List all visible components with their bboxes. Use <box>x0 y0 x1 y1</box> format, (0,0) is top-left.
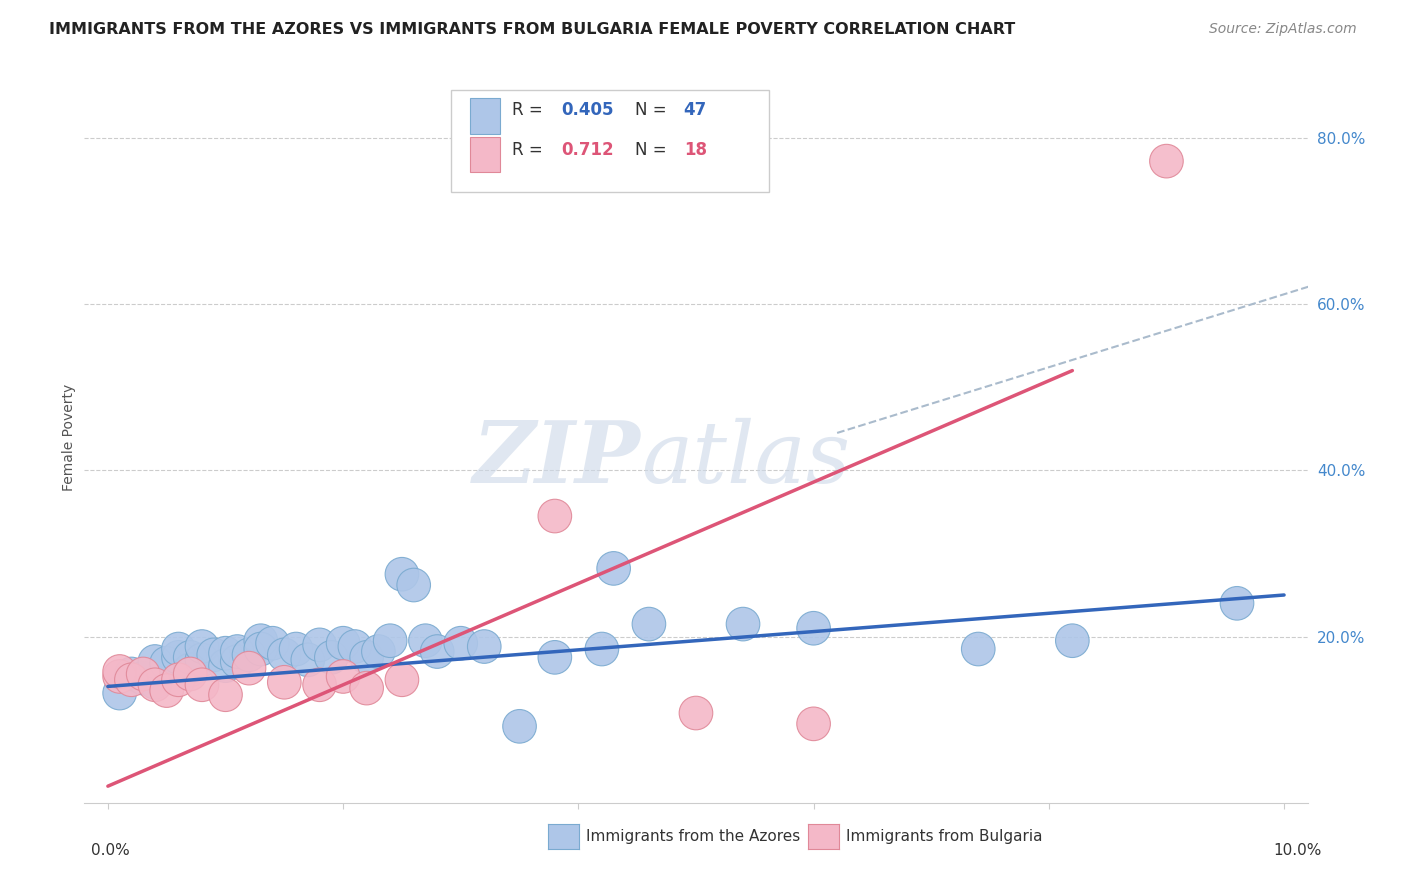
FancyBboxPatch shape <box>470 137 501 172</box>
Ellipse shape <box>326 660 360 693</box>
Ellipse shape <box>538 640 572 674</box>
Ellipse shape <box>232 638 266 672</box>
Ellipse shape <box>385 558 419 591</box>
Text: N =: N = <box>636 101 672 119</box>
Ellipse shape <box>350 640 384 674</box>
Ellipse shape <box>173 640 207 674</box>
Ellipse shape <box>420 635 454 668</box>
Ellipse shape <box>208 636 242 670</box>
Ellipse shape <box>186 643 219 677</box>
Ellipse shape <box>962 632 995 665</box>
Text: R =: R = <box>513 101 548 119</box>
Ellipse shape <box>797 707 831 740</box>
Ellipse shape <box>173 657 207 690</box>
Text: IMMIGRANTS FROM THE AZORES VS IMMIGRANTS FROM BULGARIA FEMALE POVERTY CORRELATIO: IMMIGRANTS FROM THE AZORES VS IMMIGRANTS… <box>49 22 1015 37</box>
Ellipse shape <box>221 635 254 668</box>
Ellipse shape <box>162 640 195 674</box>
Ellipse shape <box>444 626 478 660</box>
Text: 47: 47 <box>683 101 707 119</box>
Ellipse shape <box>186 668 219 702</box>
Ellipse shape <box>361 635 395 668</box>
Text: Immigrants from the Azores: Immigrants from the Azores <box>586 830 800 844</box>
Ellipse shape <box>302 628 336 662</box>
Text: 0.712: 0.712 <box>561 141 614 159</box>
Ellipse shape <box>337 630 371 664</box>
Text: 0.405: 0.405 <box>561 101 614 119</box>
Ellipse shape <box>409 624 443 657</box>
Text: 18: 18 <box>683 141 707 159</box>
Ellipse shape <box>138 645 172 678</box>
Ellipse shape <box>350 672 384 705</box>
Ellipse shape <box>208 648 242 682</box>
Ellipse shape <box>150 673 184 707</box>
Ellipse shape <box>162 663 195 697</box>
Ellipse shape <box>585 632 619 665</box>
Text: 0.0%: 0.0% <box>91 843 131 858</box>
Ellipse shape <box>197 638 231 672</box>
Ellipse shape <box>315 640 349 674</box>
FancyBboxPatch shape <box>451 90 769 192</box>
Ellipse shape <box>1220 587 1254 620</box>
Ellipse shape <box>103 676 136 710</box>
FancyBboxPatch shape <box>470 98 501 134</box>
Ellipse shape <box>1150 145 1184 178</box>
Ellipse shape <box>467 630 501 664</box>
Ellipse shape <box>727 607 759 640</box>
Text: 10.0%: 10.0% <box>1274 843 1322 858</box>
Ellipse shape <box>232 651 266 685</box>
Ellipse shape <box>797 611 831 645</box>
Ellipse shape <box>208 678 242 712</box>
Y-axis label: Female Poverty: Female Poverty <box>62 384 76 491</box>
Ellipse shape <box>326 626 360 660</box>
Ellipse shape <box>173 653 207 687</box>
Ellipse shape <box>267 665 301 699</box>
Ellipse shape <box>1056 624 1090 657</box>
Ellipse shape <box>103 655 136 689</box>
Ellipse shape <box>127 657 160 690</box>
Ellipse shape <box>186 630 219 664</box>
Ellipse shape <box>633 607 665 640</box>
Ellipse shape <box>267 638 301 672</box>
Ellipse shape <box>396 568 430 602</box>
Text: Source: ZipAtlas.com: Source: ZipAtlas.com <box>1209 22 1357 37</box>
Ellipse shape <box>138 668 172 702</box>
Ellipse shape <box>596 551 630 585</box>
Text: N =: N = <box>636 141 672 159</box>
Text: R =: R = <box>513 141 554 159</box>
Ellipse shape <box>103 660 136 693</box>
Ellipse shape <box>115 663 148 697</box>
Ellipse shape <box>291 643 325 677</box>
Ellipse shape <box>256 626 290 660</box>
Text: atlas: atlas <box>641 417 851 500</box>
Text: Immigrants from Bulgaria: Immigrants from Bulgaria <box>846 830 1043 844</box>
Ellipse shape <box>503 709 536 743</box>
Ellipse shape <box>538 500 572 533</box>
Ellipse shape <box>374 624 406 657</box>
Ellipse shape <box>138 665 172 699</box>
Ellipse shape <box>127 661 160 695</box>
Text: ZIP: ZIP <box>472 417 641 500</box>
Ellipse shape <box>302 668 336 702</box>
Ellipse shape <box>280 632 314 665</box>
Ellipse shape <box>245 624 277 657</box>
Ellipse shape <box>150 647 184 680</box>
Ellipse shape <box>245 632 277 665</box>
Ellipse shape <box>385 663 419 697</box>
Ellipse shape <box>162 632 195 665</box>
Ellipse shape <box>679 697 713 730</box>
Ellipse shape <box>221 645 254 678</box>
Ellipse shape <box>115 657 148 690</box>
